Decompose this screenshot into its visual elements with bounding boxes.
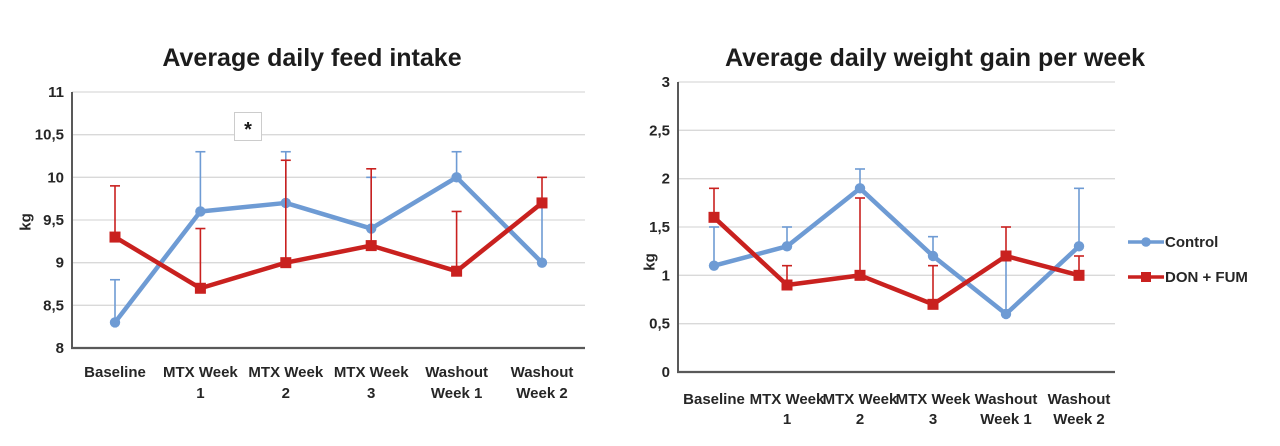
x-tick-label-line2: 1 xyxy=(196,385,204,402)
x-tick-label: MTX Week xyxy=(823,391,898,408)
y-tick-label: 2,5 xyxy=(649,122,670,139)
control-data-point xyxy=(109,317,121,328)
x-tick-label-line2: 2 xyxy=(282,385,290,402)
don-fum-data-point xyxy=(194,282,206,294)
control-data-point xyxy=(927,250,939,262)
x-tick-label: Baseline xyxy=(84,364,146,381)
don-fum-data-point xyxy=(536,197,548,209)
x-tick-label-line2: 2 xyxy=(856,411,864,428)
y-tick-label: 9,5 xyxy=(43,212,64,229)
x-tick-label-line2: Week 1 xyxy=(980,411,1031,428)
don-fum-data-point xyxy=(109,231,121,243)
weight-gain-chart-title: Average daily weight gain per week xyxy=(724,44,1146,72)
y-tick-label: 1,5 xyxy=(649,219,670,236)
legend-label-don-fum: DON + FUM xyxy=(1165,268,1248,286)
x-tick-label: Baseline xyxy=(683,391,745,408)
control-data-point xyxy=(781,241,793,252)
x-tick-label: Washout xyxy=(425,364,488,381)
y-tick-label: 0 xyxy=(662,364,670,381)
don-fum-data-point xyxy=(781,279,793,291)
y-tick-label: 10 xyxy=(47,169,64,186)
y-tick-label: 0,5 xyxy=(649,316,670,333)
control-data-point xyxy=(536,257,548,268)
control-line xyxy=(711,186,1082,317)
x-tick-label: Washout xyxy=(511,364,574,381)
y-tick-label: 9 xyxy=(56,255,64,272)
y-tick-label: 8 xyxy=(56,340,64,357)
x-tick-label: MTX Week xyxy=(750,391,825,408)
x-tick-label: MTX Week xyxy=(334,364,409,381)
don-fum-line xyxy=(711,215,1082,307)
don-fum-data-point xyxy=(1073,269,1085,281)
control-data-point xyxy=(195,206,206,217)
control-data-point xyxy=(1073,241,1085,252)
don-fum-data-point xyxy=(280,257,292,269)
square-marker-icon xyxy=(1141,272,1151,282)
feed-intake-chart-title: Average daily feed intake xyxy=(162,44,462,72)
don-fum-data-point xyxy=(365,240,377,252)
legend: Control DON + FUM xyxy=(1128,234,1248,304)
y-tick-label: 11 xyxy=(48,84,64,101)
y-tick-label: 3 xyxy=(662,74,670,91)
legend-item-don-fum: DON + FUM xyxy=(1128,268,1248,286)
x-tick-label: MTX Week xyxy=(248,364,323,381)
x-tick-label: Washout xyxy=(1048,391,1111,408)
y-tick-label: 10,5 xyxy=(35,127,64,144)
x-tick-label-line2: 1 xyxy=(783,411,791,428)
x-tick-label-line2: Week 2 xyxy=(516,385,567,402)
don-fum-line-swatch xyxy=(1128,272,1164,282)
don-fum-data-point xyxy=(708,211,720,223)
significance-asterisk: * xyxy=(234,112,262,141)
legend-item-control: Control xyxy=(1128,233,1248,251)
x-tick-label: MTX Week xyxy=(896,391,971,408)
control-data-point xyxy=(708,260,720,271)
x-tick-label: Washout xyxy=(975,391,1038,408)
control-data-point xyxy=(854,183,866,194)
control-data-point xyxy=(1000,308,1012,320)
left-y-axis-label: kg xyxy=(17,213,35,231)
control-line-swatch xyxy=(1128,237,1164,247)
right-y-axis-label: kg xyxy=(641,253,659,271)
don-fum-data-point xyxy=(1000,250,1012,262)
x-tick-label-line2: 3 xyxy=(929,411,937,428)
x-tick-label-line2: Week 1 xyxy=(431,385,482,402)
x-tick-label: MTX Week xyxy=(163,364,238,381)
x-tick-label-line2: Week 2 xyxy=(1053,411,1104,428)
don-fum-line xyxy=(112,200,545,291)
control-data-point xyxy=(451,172,462,183)
control-line xyxy=(112,175,545,325)
x-tick-label-line2: 3 xyxy=(367,385,375,402)
y-tick-label: 2 xyxy=(662,171,670,188)
y-tick-label: 1 xyxy=(662,267,670,284)
don-fum-data-point xyxy=(927,298,939,310)
y-tick-label: 8,5 xyxy=(43,297,64,314)
circle-marker-icon xyxy=(1141,237,1151,247)
don-fum-data-point xyxy=(451,265,463,277)
legend-label-control: Control xyxy=(1165,233,1219,251)
don-fum-data-point xyxy=(854,269,866,281)
